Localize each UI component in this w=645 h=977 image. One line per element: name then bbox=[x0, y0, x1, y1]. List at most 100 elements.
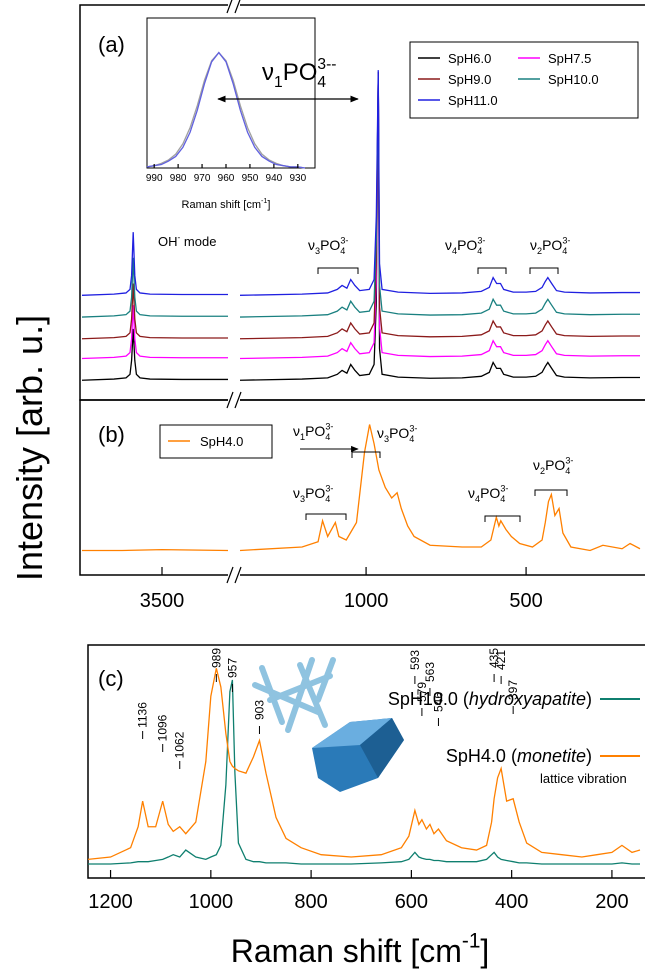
annotation-part: 2 bbox=[537, 246, 542, 256]
x-tick-label: 990 bbox=[146, 173, 163, 184]
legend-label-part: SpH10.0 ( bbox=[388, 689, 469, 709]
y-axis-label: Intensity [arb. u.] bbox=[9, 315, 50, 581]
bracket bbox=[317, 267, 359, 274]
annotation-part: 4 bbox=[325, 494, 330, 504]
axis-break bbox=[234, 391, 242, 409]
panel-label: (b) bbox=[98, 422, 125, 447]
x-tick-label: 930 bbox=[289, 173, 306, 184]
axis-break bbox=[226, 391, 234, 409]
annotation-part: PO bbox=[545, 457, 565, 473]
hydroxyapatite-rods bbox=[252, 657, 336, 733]
plot-frame bbox=[87, 644, 645, 879]
peak-label: 1096 bbox=[156, 714, 170, 741]
peak-label: 563 bbox=[423, 662, 437, 682]
x-tick-label: 200 bbox=[595, 891, 628, 913]
annotation: ν1PO43- bbox=[293, 422, 333, 443]
x-tick-label: 1000 bbox=[344, 590, 389, 612]
legend-label-part: ) bbox=[586, 746, 592, 766]
legend-label: SpH4.0 (monetite) bbox=[446, 746, 592, 766]
legend-label-part: monetite bbox=[517, 746, 586, 766]
annotation-part: 3- bbox=[500, 484, 508, 494]
annotation-part: 3-- bbox=[317, 56, 336, 73]
annotation-part: ν bbox=[533, 457, 540, 473]
rod bbox=[252, 682, 321, 715]
annotation-part: 3 bbox=[300, 494, 305, 504]
panel-label: (c) bbox=[98, 666, 124, 691]
annotation-part: ν bbox=[293, 423, 300, 439]
legend-label: SpH6.0 bbox=[448, 51, 491, 66]
annotation-part: PO bbox=[457, 237, 477, 253]
peak-label: 989 bbox=[209, 648, 223, 668]
bracket bbox=[477, 267, 507, 274]
annotation-part: 3- bbox=[325, 422, 333, 432]
annotation: ν3PO43- bbox=[308, 236, 348, 257]
peak-label: 1136 bbox=[136, 702, 150, 728]
legend-label: SpH7.5 bbox=[548, 51, 591, 66]
annotation-part: PO bbox=[305, 485, 325, 501]
legend-label: SpH10.0 (hydroxyapatite) bbox=[388, 689, 592, 709]
x-tick-label: 600 bbox=[395, 891, 428, 913]
crystal-face bbox=[312, 718, 392, 748]
spectrum-line bbox=[81, 74, 640, 360]
annotation-part: 4 bbox=[565, 466, 570, 476]
annotation-part: OH bbox=[158, 234, 178, 249]
annotation-part: 4 bbox=[562, 246, 567, 256]
annotation-part: 4 bbox=[500, 494, 505, 504]
spectrum-line bbox=[82, 424, 641, 552]
x-tick-label: 970 bbox=[194, 173, 211, 184]
bracket bbox=[351, 451, 381, 458]
annotation-part: PO bbox=[320, 237, 340, 253]
rod bbox=[315, 657, 336, 703]
peak-label: 546 bbox=[431, 692, 445, 712]
annotation-part: 4 bbox=[475, 494, 480, 504]
annotation-part: 3 bbox=[315, 246, 320, 256]
x-tick-label: 980 bbox=[170, 173, 187, 184]
x-tick-label: 1200 bbox=[88, 891, 133, 913]
axis-break bbox=[226, 0, 233, 14]
x-tick-label: 400 bbox=[495, 891, 528, 913]
annotation: ν3PO43- bbox=[377, 424, 417, 445]
spectrum-line bbox=[81, 74, 640, 340]
annotation-part: 3 bbox=[384, 434, 389, 444]
annotation-part: 3- bbox=[565, 456, 573, 466]
plot-frame bbox=[146, 17, 316, 169]
bracket bbox=[484, 515, 521, 522]
legend-label: SpH9.0 bbox=[448, 72, 491, 87]
crystal-face bbox=[360, 718, 404, 778]
legend-label-part: hydroxyapatite bbox=[469, 689, 586, 709]
annotation-part: ν bbox=[308, 237, 315, 253]
annotation: OH- mode bbox=[158, 232, 216, 249]
annotation-part: 4 bbox=[409, 434, 414, 444]
legend-label-part: SpH4.0 ( bbox=[446, 746, 517, 766]
annotation: ν2PO43- bbox=[530, 236, 570, 257]
bracket bbox=[529, 267, 559, 274]
x-tick-label: 1000 bbox=[189, 891, 234, 913]
annotation-part: ν bbox=[445, 237, 452, 253]
legend-box bbox=[409, 41, 639, 119]
inset-x-label-part: -1 bbox=[261, 197, 267, 205]
annotation-part: 3- bbox=[340, 236, 348, 246]
annotation: ν2PO43- bbox=[533, 456, 573, 477]
annotation-part: 2 bbox=[540, 466, 545, 476]
annotation: ν4PO43- bbox=[468, 484, 508, 505]
x-axis-label-part: -1 bbox=[462, 930, 481, 953]
annotation-part: PO bbox=[305, 423, 325, 439]
annotation-part: 3- bbox=[562, 236, 570, 246]
legend-label-part: ) bbox=[586, 689, 592, 709]
annotation-part: ν bbox=[530, 237, 537, 253]
spectrum-line bbox=[146, 51, 306, 169]
spectrum-line bbox=[88, 679, 640, 865]
annotation: lattice vibration bbox=[540, 771, 627, 786]
peak-label: 421 bbox=[494, 650, 508, 670]
annotation-part: ν bbox=[293, 485, 300, 501]
annotation: ν3PO43- bbox=[293, 484, 333, 505]
x-tick-label: 500 bbox=[509, 590, 542, 612]
annotation-part: 4 bbox=[452, 246, 457, 256]
annotation-part: - bbox=[178, 232, 181, 242]
peak-label: 435 bbox=[487, 648, 501, 668]
axis-break bbox=[234, 0, 241, 14]
spectrum-line bbox=[81, 76, 640, 318]
bracket bbox=[534, 489, 568, 496]
annotation-part: PO bbox=[542, 237, 562, 253]
